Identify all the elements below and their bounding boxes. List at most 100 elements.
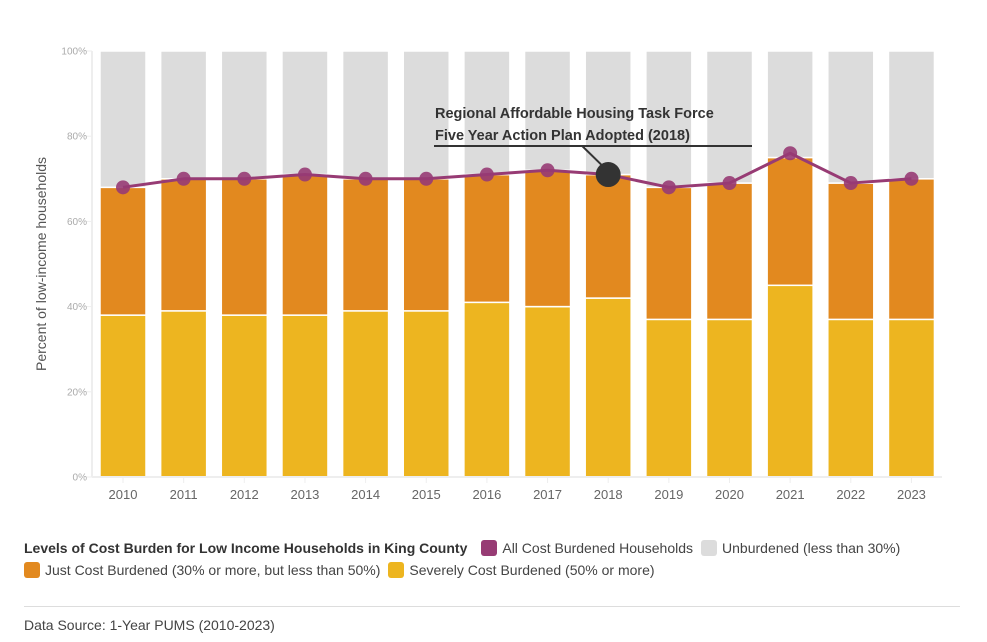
bar-segment-unburdened[interactable] [220, 50, 269, 180]
bar-segment-just-cost-burdened[interactable] [523, 169, 572, 308]
legend-title: Levels of Cost Burden for Low Income Hou… [24, 540, 468, 556]
x-tick-label: 2012 [230, 487, 259, 502]
all-cost-burdened-point[interactable] [904, 171, 919, 186]
axes-layer [91, 51, 942, 478]
all-cost-burdened-point[interactable] [176, 171, 191, 186]
legend-item-unburdened[interactable]: Unburdened (less than 30%) [701, 537, 900, 559]
x-tick-label: 2021 [776, 487, 805, 502]
legend-row-2: Just Cost Burdened (30% or more, but les… [24, 559, 964, 581]
bar-segment-just-cost-burdened[interactable] [220, 178, 269, 316]
x-tick-label: 2011 [170, 487, 198, 502]
bar-segment-unburdened[interactable] [402, 50, 450, 180]
all-cost-burdened-point[interactable] [116, 180, 130, 195]
legend-swatch-severely-cost-burdened [388, 562, 405, 578]
data-source: Data Source: 1-Year PUMS (2010-2023) [24, 617, 275, 633]
bars-layer [99, 50, 936, 478]
legend-label: Unburdened (less than 30%) [722, 540, 901, 556]
bar-segment-just-cost-burdened[interactable] [99, 186, 147, 316]
bar-segment-unburdened[interactable] [766, 50, 814, 159]
line-layer [116, 146, 919, 195]
bar-segment-unburdened[interactable] [463, 50, 511, 176]
y-tick-label: 0% [73, 473, 88, 484]
all-cost-burdened-point[interactable] [358, 171, 373, 186]
x-tick-label: 2010 [109, 487, 138, 502]
bar-segment-severely-cost-burdened[interactable] [887, 318, 936, 478]
y-tick-label: 40% [67, 302, 87, 313]
legend: Levels of Cost Burden for Low Income Hou… [24, 537, 964, 581]
bar-segment-just-cost-burdened[interactable] [463, 173, 511, 304]
legend-label: All Cost Burdened Households [502, 540, 694, 556]
x-tick-label: 2015 [412, 487, 441, 502]
bar-segment-severely-cost-burdened[interactable] [463, 301, 511, 478]
x-tick-label: 2023 [897, 487, 926, 502]
bar-segment-severely-cost-burdened[interactable] [584, 297, 632, 478]
x-ticks: 2010 2011 2012 2013 2014 2015 2016 2017 2018 2019… [109, 477, 926, 502]
x-tick-label: 2018 [594, 487, 623, 502]
bar-segment-unburdened[interactable] [584, 50, 632, 176]
bar-segment-just-cost-burdened[interactable] [827, 182, 875, 321]
bar-segment-severely-cost-burdened[interactable] [402, 310, 450, 478]
bar-segment-just-cost-burdened[interactable] [766, 156, 814, 287]
annotation-marker[interactable] [595, 162, 621, 188]
bar-segment-severely-cost-burdened[interactable] [645, 318, 693, 478]
x-tick-label: 2017 [533, 487, 562, 502]
bar-segment-unburdened[interactable] [281, 50, 329, 176]
x-tick-label: 2014 [351, 487, 380, 502]
legend-swatch-unburdened [701, 540, 718, 556]
x-tick-label: 2013 [290, 487, 319, 502]
annotation-line-2: Five Year Action Plan Adopted (2018) [435, 128, 690, 144]
bar-segment-unburdened[interactable] [887, 50, 936, 180]
legend-item-all-cost-burdened[interactable]: All Cost Burdened Households [481, 537, 693, 559]
all-cost-burdened-point[interactable] [722, 176, 737, 191]
bar-segment-unburdened[interactable] [705, 50, 754, 184]
all-cost-burdened-point[interactable] [843, 176, 858, 191]
x-tick-label: 2016 [472, 487, 501, 502]
legend-label: Severely Cost Burdened (50% or more) [409, 562, 655, 578]
legend-swatch-all-cost-burdened [481, 540, 498, 556]
bar-segment-just-cost-burdened[interactable] [281, 173, 329, 316]
bar-segment-severely-cost-burdened[interactable] [281, 314, 329, 478]
bar-segment-severely-cost-burdened[interactable] [99, 314, 147, 478]
y-tick-label: 60% [67, 217, 87, 228]
bar-segment-unburdened[interactable] [523, 50, 572, 172]
all-cost-burdened-point[interactable] [661, 180, 676, 195]
bar-segment-severely-cost-burdened[interactable] [827, 318, 875, 478]
x-tick-label: 2020 [715, 487, 744, 502]
bar-segment-severely-cost-burdened[interactable] [159, 310, 208, 478]
bar-segment-severely-cost-burdened[interactable] [220, 314, 269, 478]
bar-segment-just-cost-burdened[interactable] [341, 178, 390, 312]
bar-segment-just-cost-burdened[interactable] [705, 182, 754, 321]
bar-segment-just-cost-burdened[interactable] [887, 178, 936, 321]
annotation: Regional Affordable Housing Task Force F… [434, 106, 752, 188]
y-tick-label: 100% [61, 47, 87, 58]
bar-segment-just-cost-burdened[interactable] [584, 173, 632, 299]
legend-label: Just Cost Burdened (30% or more, but les… [45, 562, 381, 578]
bar-segment-unburdened[interactable] [159, 50, 208, 180]
bar-segment-just-cost-burdened[interactable] [159, 178, 208, 312]
all-cost-burdened-point[interactable] [783, 146, 798, 161]
bar-segment-severely-cost-burdened[interactable] [705, 318, 754, 478]
all-cost-burdened-point[interactable] [419, 171, 434, 186]
legend-swatch-just-cost-burdened [24, 562, 40, 578]
bar-segment-just-cost-burdened[interactable] [645, 186, 693, 321]
x-tick-label: 2022 [836, 487, 865, 502]
bar-segment-severely-cost-burdened[interactable] [523, 305, 572, 478]
all-cost-burdened-point[interactable] [237, 171, 252, 186]
bar-segment-unburdened[interactable] [645, 50, 693, 189]
y-ticks: 0% 20% 40% 60% 80% 100% [61, 47, 92, 484]
bar-segment-severely-cost-burdened[interactable] [766, 284, 814, 478]
all-cost-burdened-point[interactable] [297, 167, 312, 182]
bar-segment-unburdened[interactable] [827, 50, 875, 184]
bar-segment-just-cost-burdened[interactable] [402, 178, 450, 312]
bar-segment-severely-cost-burdened[interactable] [341, 310, 390, 478]
all-cost-burdened-line [122, 151, 912, 189]
x-tick-label: 2019 [654, 487, 683, 502]
all-cost-burdened-point[interactable] [479, 167, 494, 182]
y-tick-label: 80% [67, 132, 87, 143]
legend-item-just-cost-burdened[interactable]: Just Cost Burdened (30% or more, but les… [24, 559, 380, 581]
all-cost-burdened-point[interactable] [540, 163, 555, 178]
bar-segment-unburdened[interactable] [341, 50, 390, 180]
bar-segment-unburdened[interactable] [99, 50, 147, 189]
legend-item-severely-cost-burdened[interactable]: Severely Cost Burdened (50% or more) [388, 559, 655, 581]
y-axis-title: Percent of low-income households [33, 157, 49, 371]
